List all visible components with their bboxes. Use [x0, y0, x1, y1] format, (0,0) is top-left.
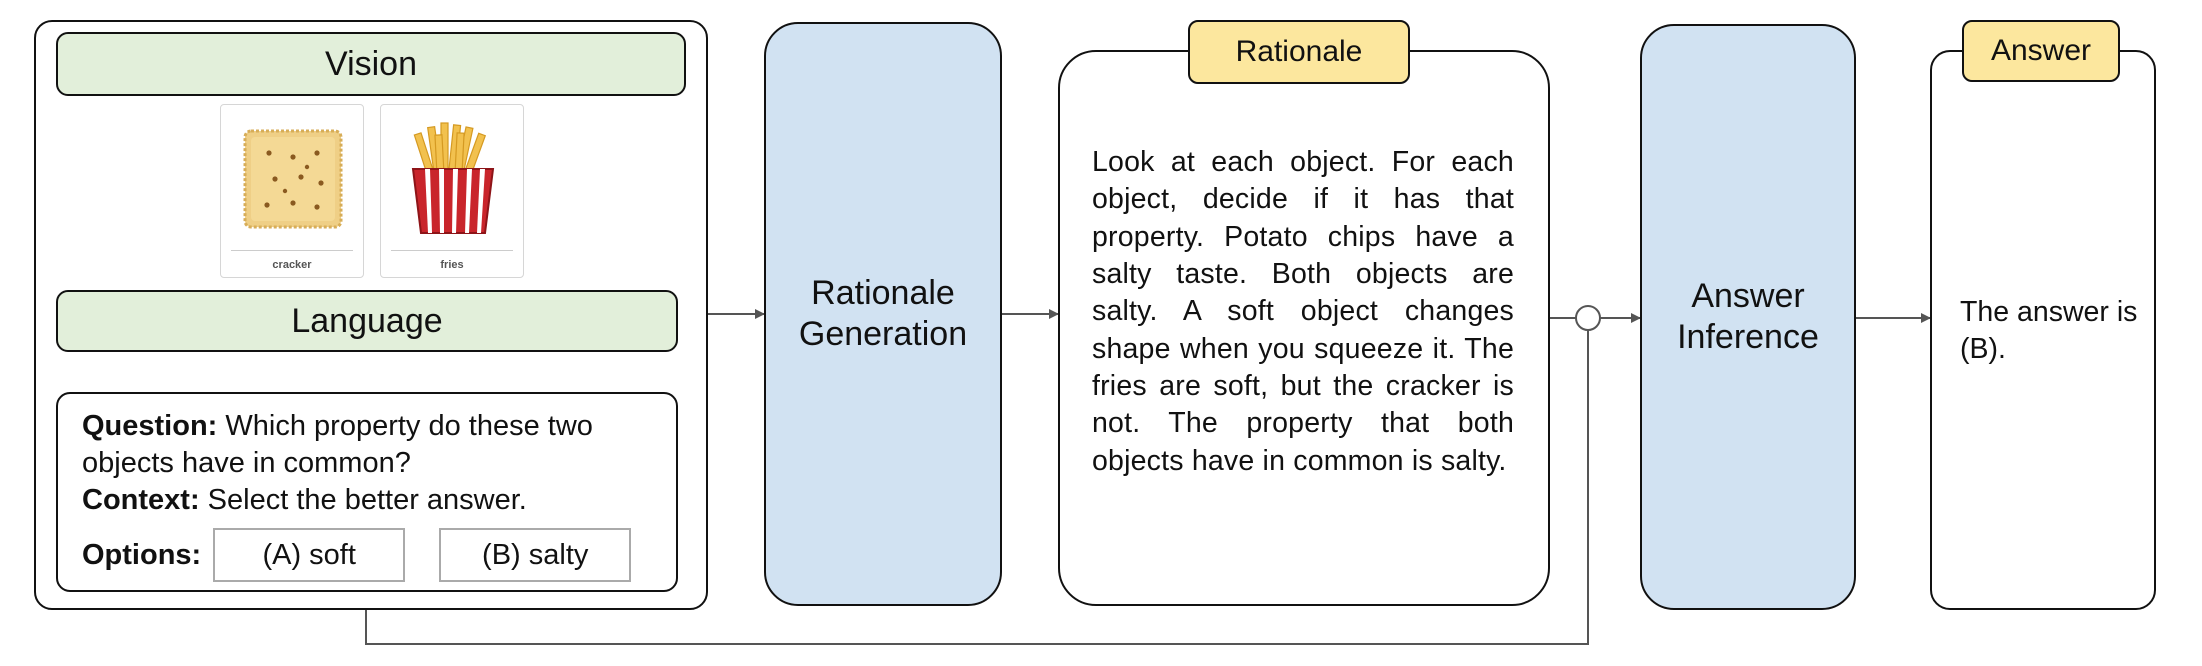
answer-inference-label: Answer Inference	[1677, 277, 1819, 356]
rationale-tag: Rationale	[1188, 20, 1410, 84]
cracker-icon	[243, 129, 343, 229]
language-header: Language	[56, 290, 678, 352]
fries-icon	[411, 122, 495, 234]
option-b[interactable]: (B) salty	[439, 528, 632, 583]
image-card-cracker: cracker	[220, 104, 364, 278]
rationale-tag-label: Rationale	[1235, 35, 1363, 68]
rationale-generation-label: Rationale Generation	[798, 274, 968, 353]
question-label: Question:	[82, 410, 218, 442]
image-card-fries: fries	[380, 104, 524, 278]
language-label: Language	[291, 301, 443, 340]
option-a[interactable]: (A) soft	[213, 528, 406, 583]
context-label: Context:	[82, 483, 200, 516]
image-label-fries: fries	[440, 259, 464, 271]
question-line: Question: Which property do these two ob…	[82, 408, 652, 482]
answer-tag: Answer	[1962, 20, 2120, 82]
vision-label: Vision	[325, 44, 417, 83]
question-text: Which property do these two objects have…	[82, 410, 593, 479]
vision-header: Vision	[56, 32, 686, 96]
answer-inference-box: Answer Inference	[1640, 24, 1856, 610]
question-box: Question: Which property do these two ob…	[56, 392, 678, 592]
answer-box	[1930, 50, 2156, 610]
skip-connection-input-to-join	[365, 330, 1589, 645]
answer-text: The answer is (B).	[1960, 296, 2138, 366]
context-text: Select the better answer.	[207, 483, 527, 516]
answer-tag-label: Answer	[1990, 34, 2092, 67]
options-row: Options: (A) soft (B) salty	[82, 528, 652, 583]
image-label-cracker: cracker	[272, 259, 312, 271]
rationale-box	[1058, 50, 1550, 606]
context-line: Context: Select the better answer.	[82, 482, 652, 519]
options-label: Options:	[82, 539, 202, 572]
rationale-text: Look at each object. For each object, de…	[1092, 146, 1514, 477]
rationale-generation-box: Rationale Generation	[764, 22, 1002, 606]
join-node	[1575, 305, 1601, 331]
